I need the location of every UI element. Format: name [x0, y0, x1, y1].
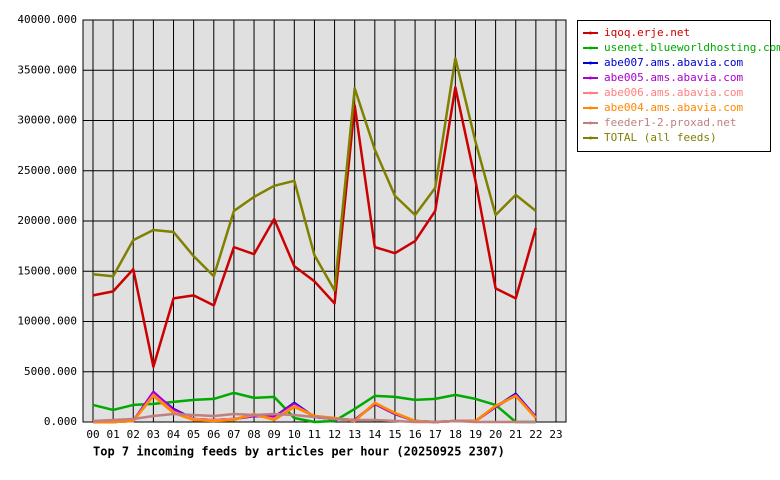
- x-tick-label: 04: [167, 428, 181, 441]
- x-tick-label: 08: [247, 428, 260, 441]
- legend-marker: [589, 61, 592, 65]
- x-tick-label: 09: [268, 428, 281, 441]
- x-tick-label: 12: [328, 428, 341, 441]
- x-tick-label: 05: [187, 428, 200, 441]
- x-tick-label: 23: [549, 428, 562, 441]
- x-tick-label: 18: [449, 428, 462, 441]
- legend-marker: [589, 121, 592, 125]
- x-tick-label: 07: [227, 428, 240, 441]
- legend-label: abe004.ams.abavia.com: [604, 101, 743, 114]
- legend-label: feeder1-2.proxad.net: [604, 116, 736, 129]
- legend-label: abe006.ams.abavia.com: [604, 86, 743, 99]
- x-tick-label: 17: [429, 428, 442, 441]
- series-line: [92, 56, 537, 292]
- legend-box: [577, 20, 771, 152]
- chart-title: Top 7 incoming feeds by articles per hou…: [93, 445, 505, 459]
- legend-label: TOTAL (all feeds): [604, 131, 717, 144]
- x-tick-label: 16: [408, 428, 421, 441]
- series-line: [92, 86, 538, 368]
- x-tick-label: 03: [147, 428, 160, 441]
- x-tick-label: 15: [388, 428, 401, 441]
- x-tick-label: 19: [469, 428, 482, 441]
- y-tick-label: 0.000: [44, 415, 77, 428]
- y-tick-label: 15000.000: [17, 264, 77, 277]
- y-tick-label: 25000.000: [17, 164, 77, 177]
- legend-marker: [589, 46, 592, 50]
- legend-marker: [589, 136, 592, 140]
- legend-marker: [589, 31, 592, 35]
- legend-label: usenet.blueworldhosting.com: [604, 41, 780, 54]
- legend-label: iqoq.erje.net: [604, 26, 690, 39]
- series-line: [92, 412, 536, 424]
- legend-label: abe007.ams.abavia.com: [604, 56, 743, 69]
- x-tick-label: 13: [348, 428, 361, 441]
- x-tick-label: 10: [288, 428, 301, 441]
- x-tick-label: 02: [127, 428, 140, 441]
- y-tick-label: 20000.000: [17, 214, 77, 227]
- x-tick-label: 01: [107, 428, 120, 441]
- x-tick-label: 00: [86, 428, 99, 441]
- legend-marker: [589, 91, 592, 95]
- x-tick-label: 11: [308, 428, 321, 441]
- y-tick-label: 5000.000: [24, 365, 77, 378]
- x-tick-label: 22: [529, 428, 542, 441]
- legend-marker: [589, 106, 592, 110]
- y-tick-label: 40000.000: [17, 13, 77, 26]
- legend-marker: [589, 76, 592, 80]
- legend-label: abe005.ams.abavia.com: [604, 71, 743, 84]
- x-tick-label: 06: [207, 428, 220, 441]
- x-tick-label: 14: [368, 428, 382, 441]
- x-tick-label: 21: [509, 428, 522, 441]
- y-tick-label: 10000.000: [17, 315, 77, 328]
- y-tick-label: 35000.000: [17, 63, 77, 76]
- y-tick-label: 30000.000: [17, 114, 77, 127]
- x-tick-label: 20: [489, 428, 502, 441]
